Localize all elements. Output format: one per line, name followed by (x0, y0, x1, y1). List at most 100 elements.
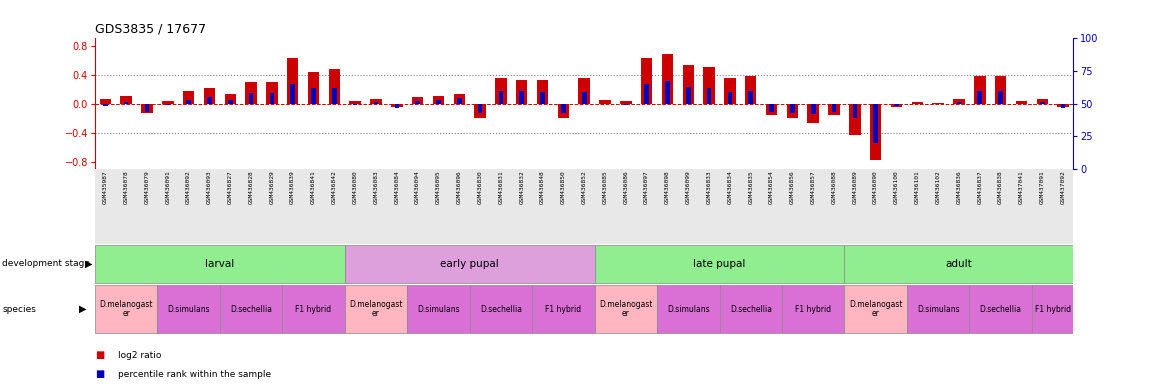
Text: GSM436099: GSM436099 (686, 170, 691, 204)
Text: development stage: development stage (2, 260, 90, 268)
Bar (769, 104, 774, 111)
Bar (470, 285, 533, 333)
Bar (907, 285, 969, 333)
Bar (828, 104, 840, 115)
Bar (166, 104, 170, 105)
Bar (562, 104, 565, 113)
Text: D.melanogast
er: D.melanogast er (599, 300, 653, 318)
Bar (345, 285, 408, 333)
Bar (844, 285, 907, 333)
Bar (665, 81, 669, 104)
Bar (644, 84, 648, 104)
Bar (831, 104, 836, 111)
Text: F1 hybrid: F1 hybrid (295, 305, 331, 314)
Bar (478, 104, 483, 113)
Text: GSM436832: GSM436832 (519, 170, 525, 204)
Bar (433, 96, 445, 104)
Text: log2 ratio: log2 ratio (118, 351, 161, 360)
Bar (849, 104, 860, 135)
Text: GSM436837: GSM436837 (977, 170, 982, 204)
Bar (1016, 101, 1027, 104)
Text: D.melanogast
er: D.melanogast er (849, 300, 902, 318)
Text: D.simulans: D.simulans (417, 305, 460, 314)
Bar (371, 99, 382, 104)
Text: GSM436095: GSM436095 (435, 170, 441, 204)
Text: GSM436090: GSM436090 (873, 170, 878, 204)
Text: GSM436086: GSM436086 (623, 170, 629, 204)
Bar (953, 99, 965, 104)
Text: D.sechellia: D.sechellia (980, 305, 1021, 314)
Bar (391, 104, 403, 107)
Bar (541, 92, 545, 104)
Bar (1032, 285, 1073, 333)
Text: F1 hybrid: F1 hybrid (1034, 305, 1071, 314)
Bar (724, 78, 735, 104)
Text: GSM436831: GSM436831 (498, 170, 504, 204)
Bar (782, 285, 844, 333)
Bar (228, 100, 233, 104)
Text: GDS3835 / 17677: GDS3835 / 17677 (95, 23, 206, 36)
Bar (748, 91, 753, 104)
Bar (162, 101, 174, 104)
Text: early pupal: early pupal (440, 259, 499, 269)
Bar (623, 104, 628, 105)
Text: F1 hybrid: F1 hybrid (796, 305, 831, 314)
Bar (207, 97, 212, 104)
Bar (520, 91, 525, 104)
Text: GSM436100: GSM436100 (894, 170, 899, 204)
Bar (1036, 99, 1048, 104)
Bar (312, 88, 316, 104)
Text: GSM436850: GSM436850 (560, 170, 566, 204)
Text: D.simulans: D.simulans (917, 305, 960, 314)
Text: ■: ■ (95, 350, 104, 360)
Bar (266, 82, 278, 104)
Bar (329, 69, 340, 104)
Bar (682, 65, 694, 104)
Text: GSM436088: GSM436088 (831, 170, 836, 204)
Bar (594, 285, 657, 333)
Text: GSM436089: GSM436089 (852, 170, 857, 204)
Text: ▶: ▶ (85, 259, 91, 269)
Bar (870, 104, 881, 160)
Bar (594, 245, 844, 283)
Bar (844, 245, 1073, 283)
Bar (416, 101, 420, 104)
Text: GSM436078: GSM436078 (124, 170, 129, 204)
Bar (621, 101, 631, 104)
Text: GSM436856: GSM436856 (790, 170, 794, 204)
Text: GSM436852: GSM436852 (581, 170, 587, 204)
Text: GSM436085: GSM436085 (602, 170, 608, 204)
Bar (686, 87, 690, 104)
Bar (220, 285, 283, 333)
Bar (249, 93, 254, 104)
Bar (454, 94, 466, 104)
Text: F1 hybrid: F1 hybrid (545, 305, 581, 314)
Bar (998, 91, 1003, 104)
Bar (395, 104, 400, 108)
Bar (974, 76, 985, 104)
Text: GSM436080: GSM436080 (353, 170, 358, 204)
Text: GSM436092: GSM436092 (186, 170, 191, 204)
Bar (811, 104, 815, 114)
Bar (995, 76, 1006, 104)
Text: GSM437091: GSM437091 (1040, 170, 1045, 204)
Text: GSM436841: GSM436841 (312, 170, 316, 204)
Text: GSM436102: GSM436102 (936, 170, 940, 204)
Bar (120, 96, 132, 104)
Text: GSM436084: GSM436084 (395, 170, 400, 204)
Bar (270, 93, 274, 104)
Text: D.simulans: D.simulans (667, 305, 710, 314)
Bar (350, 101, 361, 104)
Text: D.melanogast
er: D.melanogast er (100, 300, 153, 318)
Text: GSM436835: GSM436835 (748, 170, 753, 204)
Text: GSM436091: GSM436091 (166, 170, 170, 204)
Text: GSM436839: GSM436839 (291, 170, 295, 204)
Bar (969, 285, 1032, 333)
Bar (437, 100, 441, 104)
Text: D.sechellia: D.sechellia (730, 305, 771, 314)
Bar (225, 94, 236, 104)
Bar (95, 285, 157, 333)
Bar (95, 245, 345, 283)
Bar (911, 102, 923, 104)
Text: GSM436094: GSM436094 (416, 170, 420, 204)
